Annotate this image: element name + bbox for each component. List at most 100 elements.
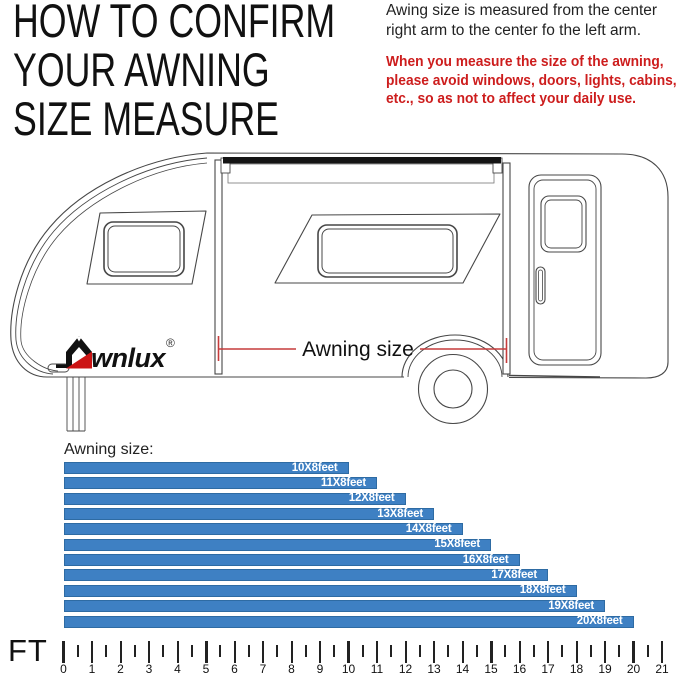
bar-label: 15X8feet bbox=[434, 538, 480, 551]
ruler-number: 9 bbox=[316, 662, 324, 676]
door-handle bbox=[535, 266, 546, 305]
nose-inner-line bbox=[15, 157, 208, 375]
bar-20x8feet: 20X8feet bbox=[63, 615, 634, 628]
ruler-tick-major bbox=[632, 641, 635, 663]
ruler-tick-major bbox=[148, 641, 150, 663]
ruler-number: 6 bbox=[231, 662, 238, 676]
ruler-tick-major bbox=[376, 641, 378, 663]
ruler-tick-minor bbox=[504, 645, 507, 657]
ruler-tick-major bbox=[62, 641, 65, 663]
door-handle-inner bbox=[538, 269, 543, 302]
logo-a-mark bbox=[66, 336, 92, 368]
registered-mark: ® bbox=[166, 336, 175, 350]
ruler-number: 15 bbox=[484, 662, 498, 676]
ruler-tick-minor bbox=[162, 645, 165, 657]
note-line-2: right arm to the center fo the left arm. bbox=[386, 22, 642, 39]
ruler-tick-minor bbox=[219, 645, 222, 657]
ruler-tick-major bbox=[204, 641, 208, 663]
ruler-tick-major bbox=[661, 641, 663, 663]
ruler-tick-minor bbox=[133, 645, 136, 657]
wheel-hub bbox=[433, 369, 473, 409]
ruler-number: 17 bbox=[541, 662, 555, 676]
bar-11x8feet: 11X8feet bbox=[63, 477, 377, 490]
ruler-tick-minor bbox=[304, 645, 307, 657]
ruler-tick-major bbox=[604, 641, 606, 663]
ruler-tick-major bbox=[347, 641, 350, 663]
door-window-inner bbox=[544, 199, 583, 249]
ruler-tick-major bbox=[404, 641, 407, 663]
measure-note: Awing size is measured from the center r… bbox=[386, 1, 657, 41]
ruler-tick-major bbox=[233, 641, 236, 663]
ruler-tick-minor bbox=[589, 645, 592, 657]
ruler-tick-major bbox=[461, 641, 464, 663]
bar-label: 20X8feet bbox=[576, 615, 623, 627]
bar-13x8feet: 13X8feet bbox=[63, 507, 434, 521]
ruler-tick-minor bbox=[190, 645, 193, 657]
title-line-3: SIZE MEASURE bbox=[13, 92, 279, 145]
brand-logo: wnlux ® bbox=[56, 336, 175, 373]
awning-valance bbox=[227, 163, 495, 184]
bar-16x8feet: 16X8feet bbox=[63, 553, 520, 567]
door-window bbox=[540, 195, 587, 253]
ruler-number: 21 bbox=[655, 662, 669, 676]
nose-inner-line-2 bbox=[20, 162, 208, 372]
ruler-tick-minor bbox=[247, 645, 250, 657]
logo-red-swoosh bbox=[66, 351, 92, 369]
bar-10x8feet: 10X8feet bbox=[63, 462, 349, 474]
front-window bbox=[103, 221, 185, 277]
bar-label: 12X8feet bbox=[348, 492, 395, 505]
bar-label: 13X8feet bbox=[377, 507, 423, 520]
ruler-number: 2 bbox=[117, 662, 124, 676]
ruler-tick-minor bbox=[76, 645, 79, 657]
ruler-tick-major bbox=[518, 641, 521, 663]
ruler-tick-minor bbox=[561, 645, 564, 657]
ruler-tick-major bbox=[489, 641, 493, 663]
ruler-tick-major bbox=[433, 641, 435, 663]
ruler-tick-major bbox=[319, 641, 321, 663]
ruler-number: 1 bbox=[88, 662, 96, 676]
ruler-tick-major bbox=[547, 641, 549, 663]
ruler-number: 11 bbox=[370, 662, 384, 676]
ruler-number: 7 bbox=[259, 662, 267, 676]
note-line-1: Awing size is measured from the center bbox=[386, 2, 658, 19]
mid-window-frame bbox=[274, 213, 501, 284]
ruler-number: 10 bbox=[341, 662, 356, 676]
bar-15x8feet: 15X8feet bbox=[63, 538, 491, 551]
ruler-number: 3 bbox=[145, 662, 153, 676]
awning-right-arm bbox=[502, 162, 511, 375]
ruler-number: 0 bbox=[60, 662, 67, 676]
bar-label: 19X8feet bbox=[548, 599, 594, 612]
door bbox=[528, 174, 602, 366]
body-bottom-detail bbox=[508, 374, 601, 378]
bar-19x8feet: 19X8feet bbox=[63, 599, 605, 613]
jockey-post bbox=[66, 377, 86, 432]
ruler-tick-minor bbox=[618, 645, 621, 657]
ruler-number: 20 bbox=[626, 662, 641, 676]
ruler-number: 19 bbox=[598, 662, 612, 676]
awning-left-arm bbox=[214, 159, 223, 375]
ruler-tick-minor bbox=[390, 645, 393, 657]
ruler-tick-minor bbox=[361, 645, 364, 657]
bar-18x8feet: 18X8feet bbox=[63, 585, 577, 597]
awning-roll bbox=[223, 157, 501, 164]
ruler-tick-minor bbox=[105, 645, 108, 657]
ruler-unit-label: FT bbox=[8, 633, 48, 668]
trailer-outline bbox=[10, 152, 669, 379]
ruler-tick-major bbox=[262, 641, 264, 663]
bar-label: 14X8feet bbox=[405, 522, 452, 535]
wheel-fender-inner bbox=[407, 339, 503, 378]
ruler-tick-minor bbox=[532, 645, 535, 657]
warning-note: When you measure the size of the awning,… bbox=[386, 53, 677, 109]
page-title: HOW TO CONFIRM YOUR AWNING SIZE MEASURE bbox=[13, 0, 335, 143]
ruler-tick-minor bbox=[276, 645, 279, 657]
door-inner bbox=[533, 179, 597, 361]
wheel-fender bbox=[401, 334, 509, 378]
front-window-frame bbox=[86, 210, 207, 285]
trailer-diagram: Awning size wnlux ® bbox=[10, 152, 669, 432]
bar-label: 16X8feet bbox=[462, 553, 509, 566]
mid-window bbox=[317, 224, 458, 278]
wheel bbox=[417, 353, 489, 425]
ruler-tick-minor bbox=[418, 645, 421, 657]
warning-line-2: please avoid windows, doors, lights, cab… bbox=[386, 71, 677, 89]
